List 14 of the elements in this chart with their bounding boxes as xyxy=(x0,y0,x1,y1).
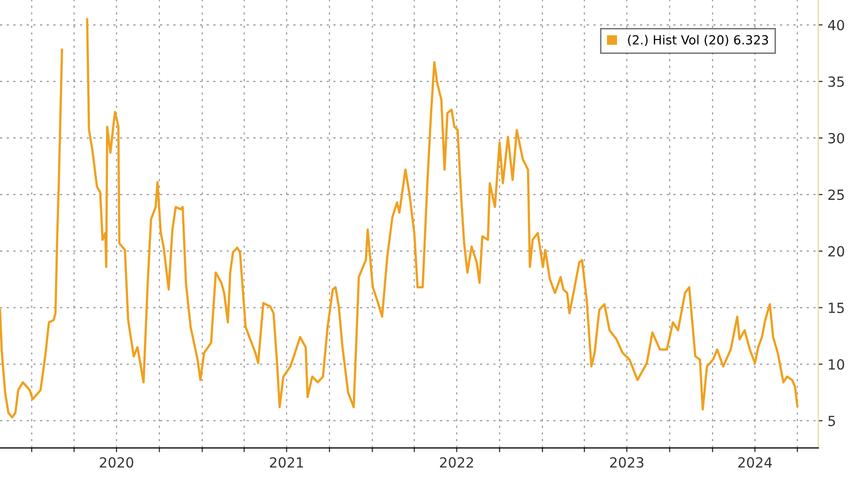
x-tick-label: 2024 xyxy=(738,457,772,468)
x-tick-label: 2023 xyxy=(610,457,644,468)
y-tick-label: 30 xyxy=(828,132,844,144)
y-tick-label: 25 xyxy=(828,190,844,200)
y-tick-label: 40 xyxy=(828,20,844,30)
y-tick-label: 20 xyxy=(828,246,844,257)
y-tick-label: 15 xyxy=(828,302,844,314)
y-tick-label: 5 xyxy=(828,416,835,426)
y-tick-label: 10 xyxy=(828,359,844,370)
x-tick-label: 2022 xyxy=(440,457,473,468)
x-tick-label: 2020 xyxy=(100,457,134,468)
x-tick-label: 2021 xyxy=(270,457,303,468)
legend-label: (2.) Hist Vol (20) 6.323 xyxy=(628,34,768,46)
y-tick-label: 35 xyxy=(828,76,844,87)
